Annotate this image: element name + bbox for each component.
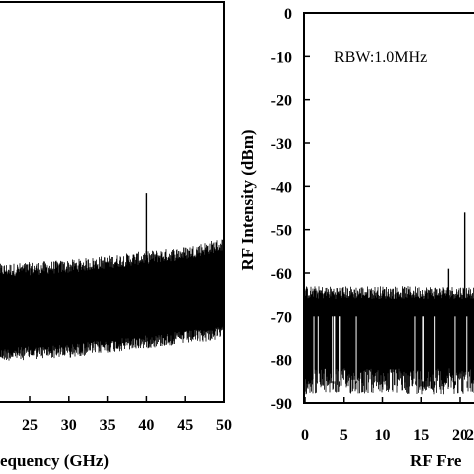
right-y-axis-label: RF Intensity (dBm) [238, 129, 257, 270]
right-y-tick-label: 0 [284, 6, 292, 23]
right-spectrum-trace [304, 212, 474, 395]
left-chart: 25 30 35 40 45 50 equency (GHz) [0, 1, 232, 470]
left-x-tick-label: 45 [177, 417, 193, 434]
right-noise-floor [304, 286, 474, 395]
right-x-tick-label: 0 [301, 427, 309, 444]
right-x-axis-ticks: 0 5 10 15 202 [301, 397, 474, 444]
right-x-tick-label-partial: 2 [466, 427, 474, 444]
right-x-axis-label: RF Fre [410, 451, 462, 470]
right-plot-frame [303, 12, 474, 404]
right-x-tick-label: 15 [413, 427, 429, 444]
right-y-tick-label: -50 [271, 223, 292, 240]
right-x-tick-label: 10 [375, 427, 391, 444]
right-y-tick-label: -20 [271, 93, 292, 110]
right-y-tick-label: -80 [271, 353, 292, 370]
right-y-tick-label: -70 [271, 309, 292, 326]
left-x-axis-label: equency (GHz) [0, 451, 109, 470]
left-noise-floor [0, 239, 224, 361]
right-chart: 0 -10 -20 -30 -40 -50 -60 -70 -80 -90 0 5 10 15 202 R… [238, 6, 474, 470]
right-y-tick-label: -90 [271, 396, 292, 413]
left-x-tick-label: 40 [138, 417, 154, 434]
right-y-tick-label: -60 [271, 266, 292, 283]
left-x-tick-label: 25 [22, 417, 38, 434]
left-x-tick-label: 50 [216, 417, 232, 434]
right-y-tick-label: -10 [271, 49, 292, 66]
left-x-axis-ticks: 25 30 35 40 45 50 [22, 396, 232, 434]
right-y-axis-ticks: 0 -10 -20 -30 -40 -50 -60 -70 -80 -90 [271, 6, 310, 413]
left-spectrum-trace [0, 193, 224, 361]
left-x-tick-label: 35 [100, 417, 116, 434]
right-y-tick-label: -40 [271, 179, 292, 196]
right-y-tick-label: -30 [271, 136, 292, 153]
right-x-tick-label: 5 [340, 427, 348, 444]
left-x-tick-label: 30 [61, 417, 77, 434]
rbw-annotation: RBW:1.0MHz [334, 49, 427, 66]
right-x-tick-label: 20 [452, 427, 468, 444]
left-plot-frame [0, 1, 225, 403]
